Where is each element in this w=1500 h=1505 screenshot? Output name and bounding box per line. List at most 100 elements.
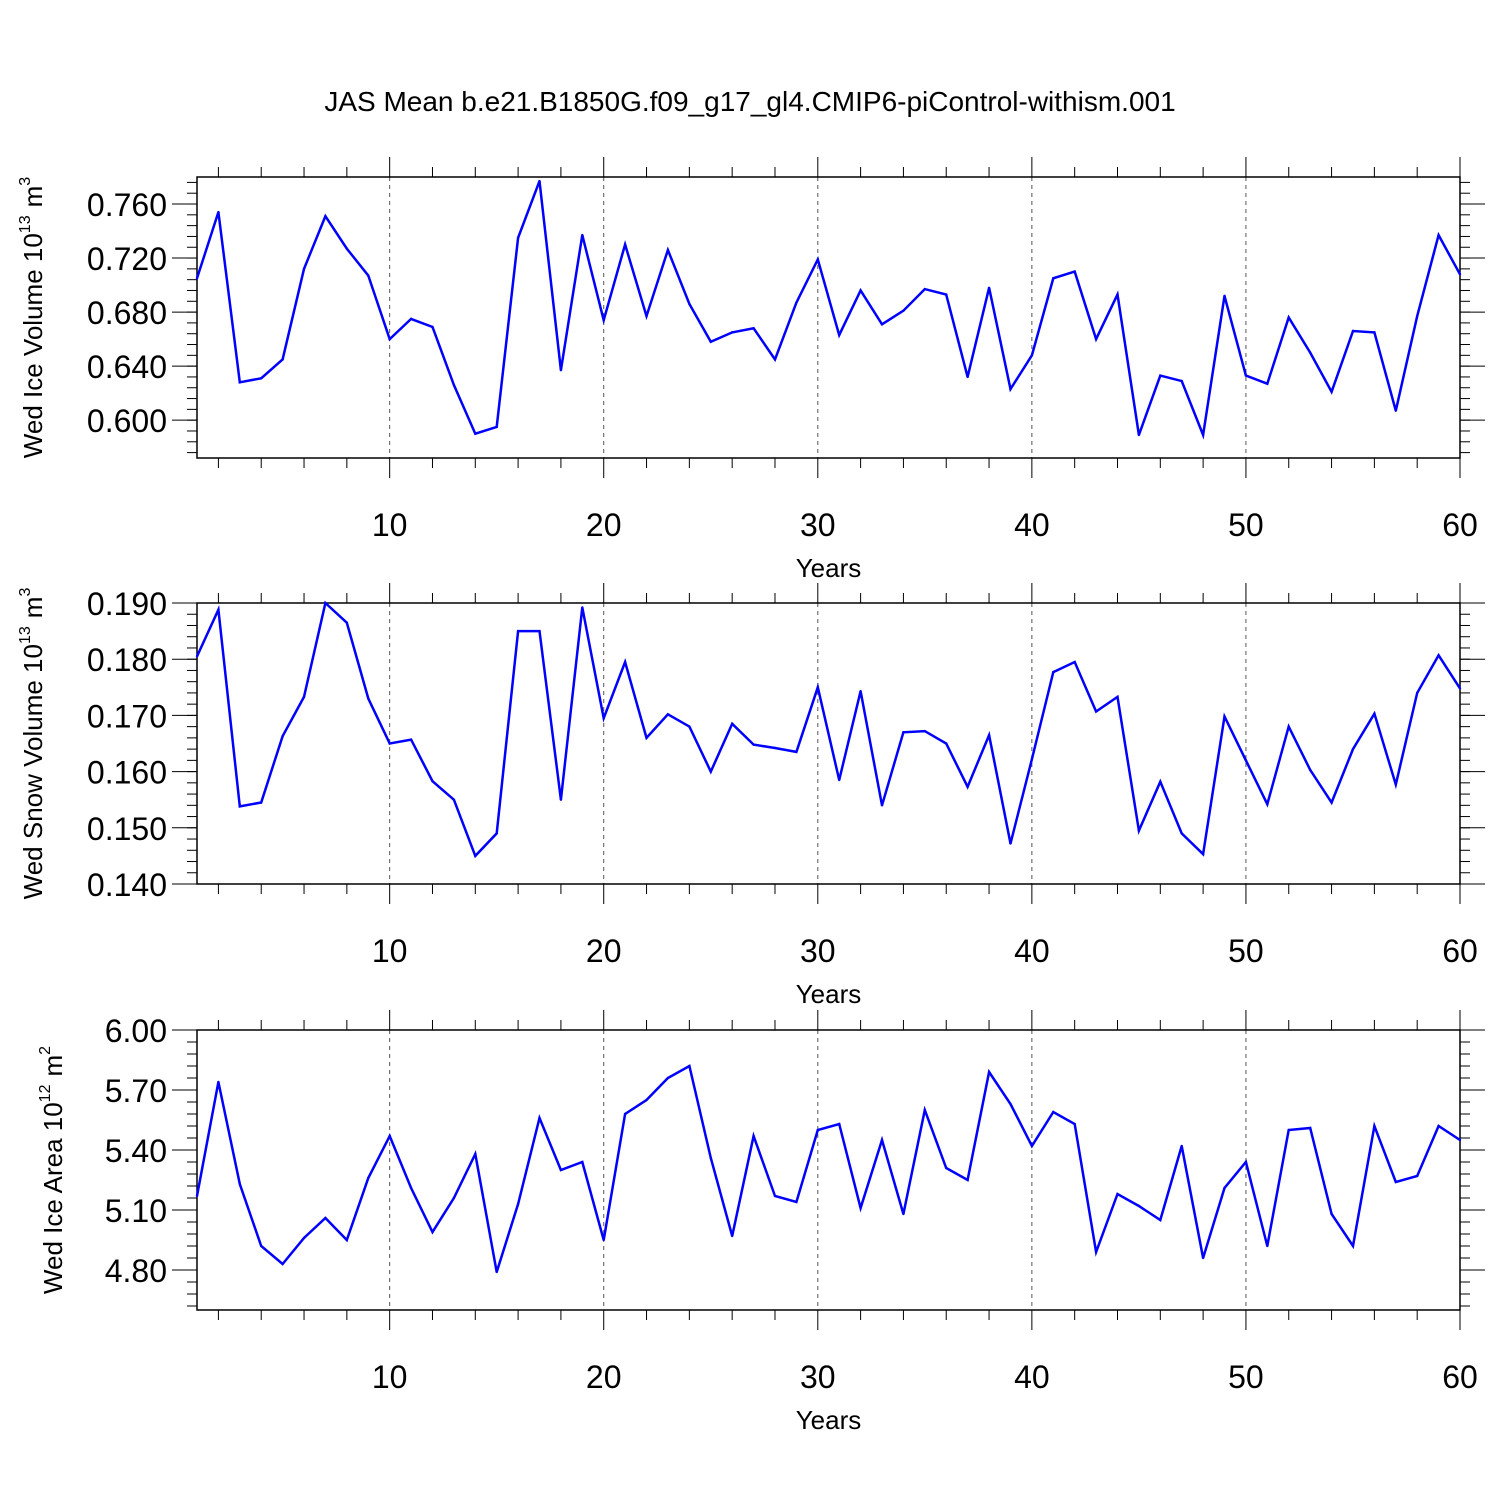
data-point	[1094, 1250, 1098, 1254]
data-point	[902, 309, 905, 312]
data-point	[559, 1168, 563, 1172]
y-label-unit: m	[18, 597, 48, 619]
data-point	[559, 798, 563, 801]
plot-frame	[196, 1029, 1461, 1311]
data-point	[1073, 1122, 1076, 1126]
data-point	[1159, 780, 1162, 783]
data-point	[645, 736, 648, 740]
data-point	[474, 854, 477, 858]
plot-frame	[196, 602, 1461, 885]
x-tick-label: 20	[586, 1359, 622, 1395]
data-point	[495, 1270, 498, 1274]
data-point	[367, 274, 370, 277]
data-point	[987, 1070, 991, 1074]
y-axis-label: Wed Ice Volume 1013 m3	[17, 177, 48, 458]
data-point	[195, 277, 199, 280]
x-axis-label: Years	[796, 1405, 862, 1435]
data-point	[645, 1098, 648, 1102]
data-point	[1116, 293, 1119, 296]
data-point	[1437, 654, 1440, 657]
data-point	[1244, 374, 1248, 377]
data-point	[281, 734, 284, 738]
data-point	[730, 722, 734, 726]
data-point	[666, 713, 670, 716]
data-point	[987, 286, 991, 289]
data-point	[1351, 747, 1355, 751]
data-point	[709, 770, 712, 773]
data-point	[1116, 1192, 1119, 1196]
data-point	[345, 621, 349, 624]
x-tick-label: 10	[372, 507, 408, 543]
chart-panel-2: 0.140 0.150 0.160 0.170 0.180 0.190 10 20 30 40 50…	[17, 583, 1485, 1009]
data-point	[1287, 1128, 1290, 1132]
data-point	[281, 1262, 284, 1266]
data-point	[816, 258, 819, 261]
data-point	[730, 1234, 734, 1238]
data-point	[1415, 1174, 1419, 1178]
data-point	[1415, 314, 1419, 318]
data-point	[773, 1194, 777, 1198]
data-point	[538, 629, 541, 633]
data-point	[345, 1238, 349, 1242]
x-tick-label: 30	[800, 507, 836, 543]
data-point	[666, 1076, 670, 1080]
data-point	[1137, 829, 1141, 832]
data-point	[217, 1080, 220, 1084]
y-tick-label: 0.600	[87, 403, 167, 439]
y-tick-label: 0.160	[87, 755, 167, 791]
y-label-unit-exponent: 3	[17, 588, 34, 597]
data-point	[1009, 842, 1012, 845]
data-point	[302, 695, 306, 699]
x-tick-label: 60	[1442, 1359, 1478, 1395]
data-point	[1394, 1180, 1397, 1184]
data-point	[816, 1128, 819, 1132]
x-tick-label: 40	[1014, 507, 1050, 543]
plot-frame	[196, 176, 1461, 459]
data-point	[987, 733, 991, 737]
y-tick-label: 0.720	[87, 241, 167, 277]
data-point	[752, 327, 755, 330]
series-line-1	[195, 600, 1462, 859]
data-point	[1137, 433, 1141, 437]
data-point	[238, 1182, 242, 1186]
y-label-exponent: 13	[17, 626, 34, 644]
data-point	[1223, 1186, 1226, 1190]
x-tick-label: 10	[372, 1359, 408, 1395]
data-point	[495, 425, 498, 429]
data-point	[1437, 1124, 1440, 1128]
data-point	[452, 383, 456, 387]
data-point	[1330, 390, 1333, 394]
data-point	[1394, 409, 1397, 412]
data-point	[1073, 660, 1076, 664]
data-point	[516, 1202, 520, 1206]
data-point	[945, 742, 948, 745]
data-point	[1052, 1110, 1055, 1114]
data-point	[1458, 687, 1462, 690]
data-point	[1159, 374, 1162, 377]
data-point	[1094, 337, 1098, 341]
data-point	[838, 778, 841, 782]
data-point	[1180, 1144, 1183, 1148]
data-point	[666, 248, 670, 252]
data-point	[260, 801, 263, 804]
data-point	[1009, 1102, 1012, 1106]
data-point	[859, 690, 862, 693]
data-point	[859, 289, 862, 292]
data-point	[1351, 1244, 1355, 1248]
data-point	[431, 325, 434, 329]
data-point	[752, 1134, 755, 1138]
data-point	[1030, 758, 1034, 761]
data-point	[923, 729, 927, 733]
data-point	[1052, 277, 1055, 280]
data-point	[452, 798, 456, 801]
x-tick-label: 60	[1442, 933, 1478, 969]
data-point	[324, 1216, 327, 1220]
data-point	[1137, 1204, 1141, 1208]
data-point	[880, 804, 884, 807]
y-tick-label: 0.170	[87, 698, 167, 734]
data-point	[516, 629, 520, 633]
data-point	[1030, 354, 1034, 357]
data-point	[409, 1186, 413, 1190]
data-point	[1394, 783, 1397, 786]
y-tick-label: 5.70	[105, 1073, 167, 1109]
